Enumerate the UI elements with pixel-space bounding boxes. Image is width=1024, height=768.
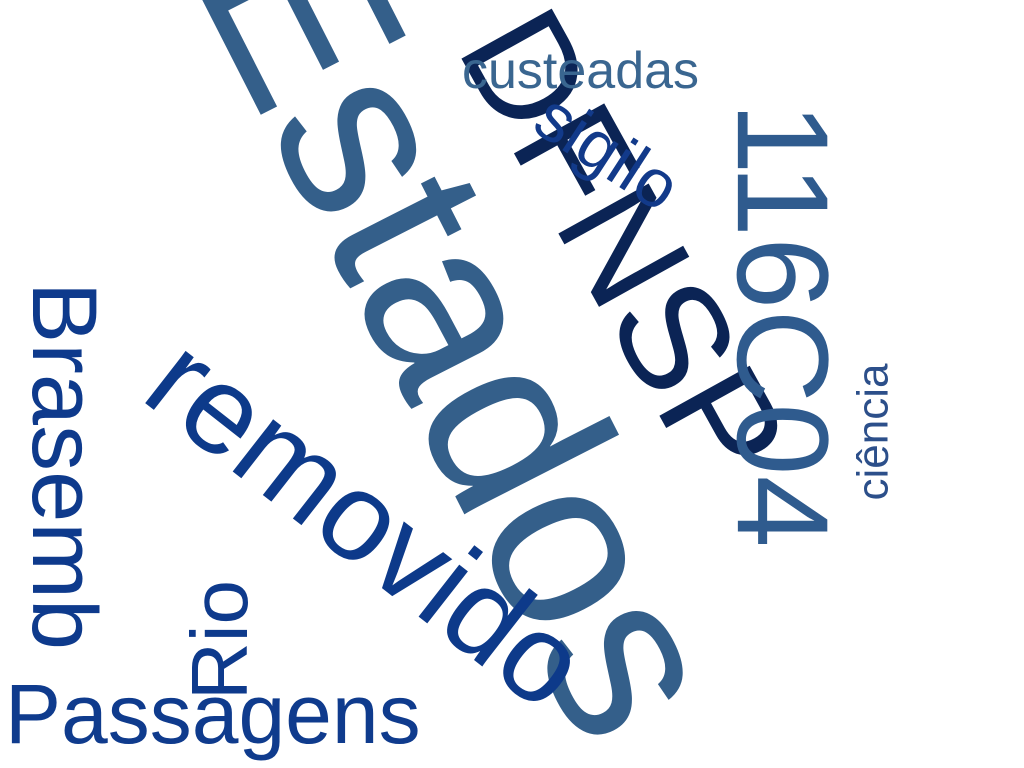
word-custeadas: custeadas xyxy=(462,42,700,100)
word-passagens: Passagens xyxy=(5,667,421,761)
word-rio: Rio xyxy=(175,579,265,701)
word-brasemb: Brasemb xyxy=(13,281,116,651)
word-ciencia: ciência xyxy=(848,363,898,501)
word-116c04: 116C04 xyxy=(709,102,856,548)
